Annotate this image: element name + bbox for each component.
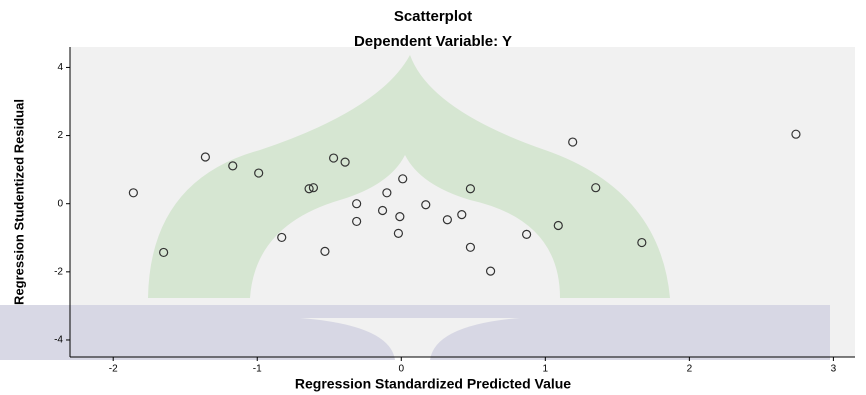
y-axis-label: Regression Studentized Residual — [11, 99, 26, 305]
x-axis-label: Regression Standardized Predicted Value — [295, 376, 571, 392]
chart-title: Scatterplot — [394, 8, 472, 25]
x-tick-label: 3 — [831, 364, 837, 375]
x-tick-label: 2 — [687, 364, 693, 375]
y-tick-label: -4 — [54, 335, 63, 346]
y-tick-label: 0 — [57, 198, 63, 209]
y-tick-label: -2 — [54, 266, 63, 277]
x-tick-label: -2 — [109, 364, 118, 375]
chart: Scatterplot Dependent Variable: Y Regres… — [0, 0, 866, 395]
chart-subtitle: Dependent Variable: Y — [354, 33, 512, 50]
x-tick-label: 1 — [543, 364, 549, 375]
y-tick-label: 4 — [57, 62, 63, 73]
x-tick-label: 0 — [399, 364, 405, 375]
x-tick-label: -1 — [253, 364, 262, 375]
y-tick-label: 2 — [57, 130, 63, 141]
page: Scatterplot Dependent Variable: Y Regres… — [0, 0, 866, 395]
